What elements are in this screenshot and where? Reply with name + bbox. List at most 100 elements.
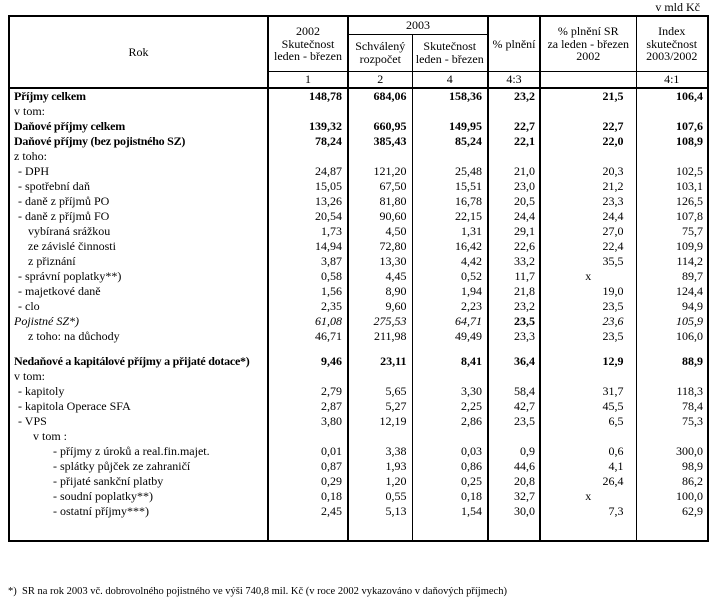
cell-value: 61,08: [268, 314, 349, 329]
col-header-skutecnost-2003-line1: Skutečnost: [423, 39, 477, 53]
cell-value: 1,20: [348, 474, 413, 489]
table-row: - kapitoly 2,79 5,65 3,30 58,4 31,7 118,3: [9, 384, 708, 399]
column-number-row: 1 2 4 4:3 4:1: [9, 71, 708, 89]
cell-value: 0,55: [348, 489, 413, 504]
cell-value: 31,7: [540, 384, 637, 399]
spacer-cell: [636, 519, 708, 541]
cell-value: [268, 149, 349, 164]
cell-value: 149,95: [412, 119, 489, 134]
col-header-index-line1: Index: [658, 24, 686, 38]
table-row: ze závislé činnosti 14,94 72,80 16,42 22,6 22…: [9, 239, 708, 254]
row-label: Pojistné SZ*): [9, 314, 269, 329]
cell-value: 22,1: [488, 134, 541, 149]
cell-value: 23,5: [540, 329, 637, 344]
cell-value: 23,3: [488, 329, 541, 344]
cell-value: 36,4: [488, 354, 541, 369]
cell-value: 3,87: [268, 254, 349, 269]
cell-value: 23,5: [488, 314, 541, 329]
cell-value: 385,43: [348, 134, 413, 149]
row-label: ze závislé činnosti: [9, 239, 269, 254]
table-row: - spotřební daň 15,05 67,50 15,51 23,0 21,2 10…: [9, 179, 708, 194]
cell-value: 13,30: [348, 254, 413, 269]
row-label: v tom:: [9, 369, 269, 384]
row-label: - VPS: [9, 414, 269, 429]
cell-value: 33,2: [488, 254, 541, 269]
row-label: Nedaňové a kapitálové příjmy a přijaté d…: [9, 354, 269, 369]
cell-value: 46,71: [268, 329, 349, 344]
cell-value: [488, 149, 541, 164]
cell-value: 5,65: [348, 384, 413, 399]
table-row: - clo 2,35 9,60 2,23 23,2 23,5 94,9: [9, 299, 708, 314]
col-header-schvaleny-line1: Schválený: [355, 39, 406, 53]
table-row: - daně z příjmů PO 13,26 81,80 16,78 20,5 23,…: [9, 194, 708, 209]
cell-value: 78,24: [268, 134, 349, 149]
col-number-2: 2: [348, 71, 413, 89]
cell-value: 16,78: [412, 194, 489, 209]
cell-value: 4,42: [412, 254, 489, 269]
table-row: z toho: na důchody 46,71 211,98 49,49 23,3 23…: [9, 329, 708, 344]
col-header-2002-line1: Skutečnost: [281, 36, 335, 51]
cell-value: 20,54: [268, 209, 349, 224]
cell-value: 11,7: [488, 269, 541, 284]
spacer-cell: [9, 344, 269, 354]
table-row: - majetkové daně 1,56 8,90 1,94 21,8 19,0 124,…: [9, 284, 708, 299]
table-row: Daňové příjmy celkem 139,32 660,95 149,95 22…: [9, 119, 708, 134]
spacer-cell: [9, 519, 269, 541]
cell-value: 19,0: [540, 284, 637, 299]
cell-value: 1,56: [268, 284, 349, 299]
table-body: Příjmy celkem 148,78 684,06 158,36 23,2 21,5 1…: [9, 88, 708, 541]
cell-value: 148,78: [268, 88, 349, 104]
cell-value: 15,51: [412, 179, 489, 194]
cell-value: 0,25: [412, 474, 489, 489]
cell-value: 23,2: [488, 299, 541, 314]
spacer-cell: [412, 519, 489, 541]
cell-value: 0,9: [488, 444, 541, 459]
table-row: v tom :: [9, 429, 708, 444]
cell-value: [268, 369, 349, 384]
col-header-skutecnost-2003: Skutečnost leden - březen: [412, 34, 489, 72]
row-label: v tom :: [9, 429, 269, 444]
cell-value: 21,2: [540, 179, 637, 194]
cell-value: 24,4: [488, 209, 541, 224]
cell-value: x: [540, 489, 637, 504]
cell-value: 2,23: [412, 299, 489, 314]
row-label: Daňové příjmy (bez pojistného SZ): [9, 134, 269, 149]
row-label: - spotřební daň: [9, 179, 269, 194]
cell-value: 75,3: [682, 414, 703, 428]
row-label: z přiznání: [9, 254, 269, 269]
spacer-cell: [268, 344, 349, 354]
cell-value: 0,6: [540, 444, 637, 459]
row-label: - DPH: [9, 164, 269, 179]
cell-value: [540, 104, 637, 119]
row-label: vybíraná srážkou: [9, 224, 269, 239]
cell-value: 5,27: [348, 399, 413, 414]
row-label: z toho:: [9, 149, 269, 164]
cell-value: [540, 429, 637, 444]
cell-value: 106,0: [676, 329, 703, 343]
cell-value: 0,18: [268, 489, 349, 504]
cell-value: 106,4: [676, 89, 703, 103]
cell-value: [348, 429, 413, 444]
cell-value: 23,6: [540, 314, 637, 329]
cell-value: 1,54: [412, 504, 489, 519]
cell-value: 0,01: [268, 444, 349, 459]
cell-value: 2,79: [268, 384, 349, 399]
cell-value: 4,50: [348, 224, 413, 239]
row-label: z toho: na důchody: [9, 329, 269, 344]
cell-value: 0,58: [268, 269, 349, 284]
cell-value: 23,3: [540, 194, 637, 209]
cell-value: 32,7: [488, 489, 541, 504]
cell-value: [412, 429, 489, 444]
cell-value: 15,05: [268, 179, 349, 194]
spacer-cell: [412, 344, 489, 354]
cell-value: [636, 429, 708, 444]
cell-value: 23,5: [488, 414, 541, 429]
col-header-2002: 2002 Skutečnost leden - březen: [268, 16, 349, 72]
cell-value: 64,71: [412, 314, 489, 329]
cell-value: 9,46: [268, 354, 349, 369]
cell-value: 9,60: [348, 299, 413, 314]
cell-value: 21,0: [488, 164, 541, 179]
spacer-row: [9, 519, 708, 541]
cell-value: 684,06: [348, 88, 413, 104]
